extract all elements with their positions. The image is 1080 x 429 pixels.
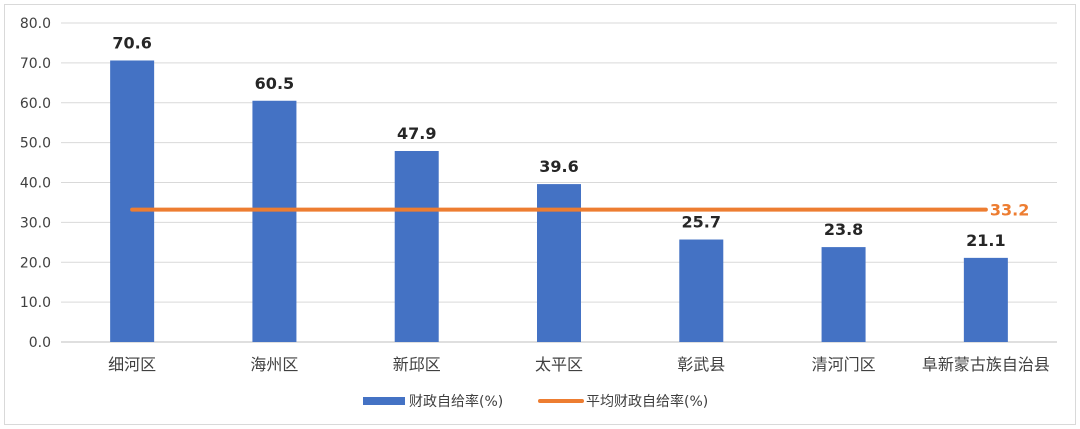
- data-label: 70.6: [112, 33, 151, 52]
- bars: [110, 60, 1008, 343]
- data-label: 25.7: [682, 213, 721, 232]
- data-label: 23.8: [824, 220, 863, 239]
- data-label: 21.1: [966, 231, 1005, 250]
- y-tick-label: 40.0: [20, 176, 51, 192]
- legend: 财政自给率(%) 平均财政自给率(%): [363, 393, 708, 410]
- category-label: 细河区: [108, 355, 156, 374]
- legend-label: 平均财政自给率(%): [586, 393, 708, 410]
- category-label: 太平区: [535, 355, 583, 374]
- category-label: 新邱区: [393, 355, 441, 374]
- y-tick-label: 10.0: [20, 295, 51, 311]
- bar: [821, 247, 866, 342]
- category-label: 彰武县: [677, 355, 725, 374]
- bar: [252, 100, 297, 342]
- y-axis-ticks: 0.0 10.0 20.0 30.0 40.0 50.0 60.0 70.0 80.0: [20, 16, 51, 351]
- y-tick-label: 80.0: [20, 16, 51, 32]
- y-tick-label: 50.0: [20, 136, 51, 152]
- data-label: 39.6: [539, 157, 578, 176]
- category-label: 清河门区: [812, 355, 876, 374]
- category-label: 海州区: [250, 355, 298, 374]
- bar: [394, 150, 439, 342]
- data-label: 60.5: [255, 74, 294, 93]
- y-tick-label: 60.0: [20, 96, 51, 112]
- x-axis-categories: 细河区 海州区 新邱区 太平区 彰武县 清河门区 阜新蒙古族自治县: [108, 355, 1050, 374]
- average-value-label: 33.2: [990, 201, 1029, 220]
- bar: [110, 60, 155, 343]
- bar-chart: 0.0 10.0 20.0 30.0 40.0 50.0 60.0 70.0 80.0 33.2…: [20, 16, 1057, 410]
- y-tick-label: 20.0: [20, 255, 51, 271]
- gridlines: [61, 22, 1057, 343]
- bar: [679, 239, 724, 342]
- legend-swatch-bar: [363, 397, 405, 405]
- y-tick-label: 30.0: [20, 215, 51, 231]
- average-line-group: 33.2: [130, 201, 1029, 220]
- category-label: 阜新蒙古族自治县: [922, 355, 1050, 374]
- bar: [963, 257, 1008, 342]
- data-labels: 70.6 60.5 47.9 39.6 25.7 23.8 21.1: [112, 33, 1005, 249]
- chart-frame: 0.0 10.0 20.0 30.0 40.0 50.0 60.0 70.0 80.0 33.2…: [4, 4, 1076, 425]
- y-tick-label: 0.0: [29, 335, 51, 351]
- y-tick-label: 70.0: [20, 56, 51, 72]
- legend-label: 财政自给率(%): [409, 393, 503, 410]
- data-label: 47.9: [397, 124, 436, 143]
